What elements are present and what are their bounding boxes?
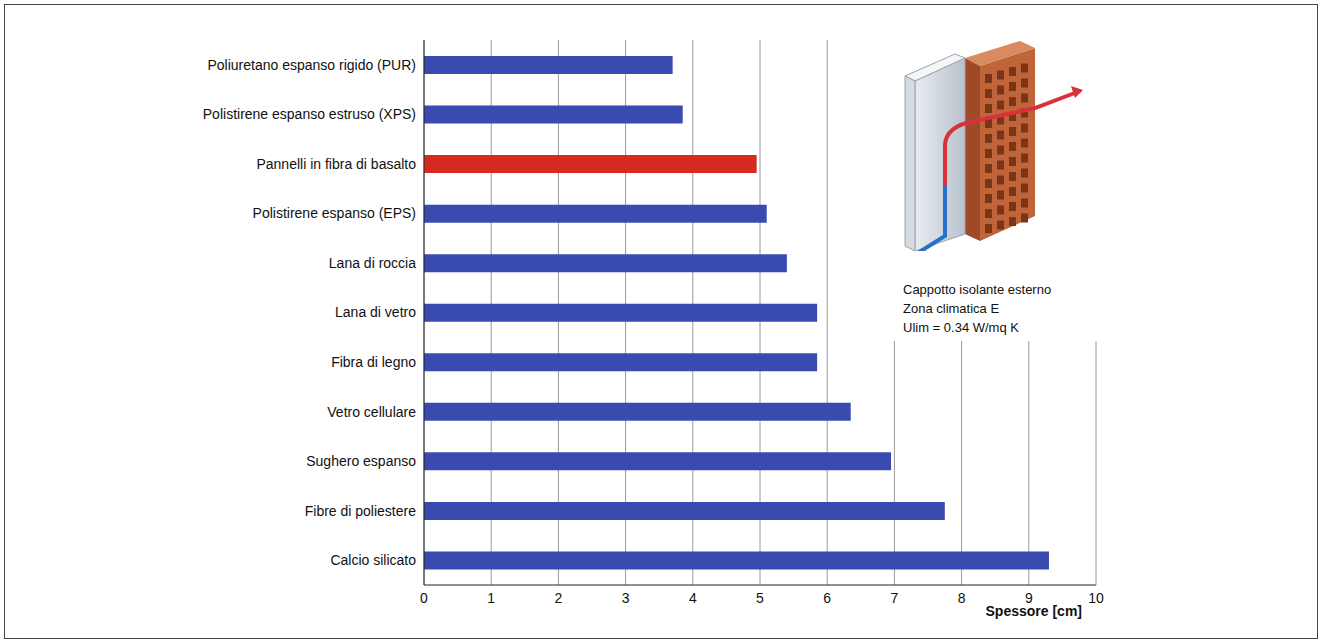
- svg-text:3: 3: [622, 590, 630, 606]
- svg-text:Fibra di legno: Fibra di legno: [331, 354, 416, 370]
- svg-text:1: 1: [487, 590, 495, 606]
- svg-text:4: 4: [689, 590, 697, 606]
- svg-text:Calcio silicato: Calcio silicato: [330, 552, 416, 568]
- svg-text:Lana di vetro: Lana di vetro: [335, 304, 416, 320]
- svg-text:2: 2: [555, 590, 563, 606]
- svg-text:Pannelli in fibra di basalto: Pannelli in fibra di basalto: [256, 156, 416, 172]
- html-text:Zona climatica E: Zona climatica E: [903, 301, 1000, 316]
- svg-text:Fibre di poliestere: Fibre di poliestere: [305, 503, 416, 519]
- svg-text:9: 9: [1024, 589, 1033, 606]
- svg-text:10: 10: [1088, 590, 1104, 606]
- svg-text:6: 6: [823, 590, 831, 606]
- html-text:Cappotto isolante esterno: Cappotto isolante esterno: [903, 282, 1052, 297]
- svg-text:7: 7: [891, 590, 899, 606]
- svg-text:Polistirene espanso (EPS): Polistirene espanso (EPS): [253, 205, 416, 221]
- svg-text:Vetro cellulare: Vetro cellulare: [327, 404, 416, 420]
- svg-text:Poliuretano espanso rigido (PU: Poliuretano espanso rigido (PUR): [207, 57, 416, 73]
- svg-text:5: 5: [756, 590, 764, 606]
- svg-text:Sughero espanso: Sughero espanso: [306, 453, 416, 469]
- html-text:Ulim = 0.34 W/mq K: Ulim = 0.34 W/mq K: [903, 320, 1019, 335]
- svg-text:Spessore [cm]: Spessore [cm]: [986, 603, 1082, 619]
- svg-text:Polistirene espanso estruso (X: Polistirene espanso estruso (XPS): [203, 106, 416, 122]
- svg-text:0: 0: [420, 590, 428, 606]
- svg-text:8: 8: [958, 590, 966, 606]
- svg-text:Lana di roccia: Lana di roccia: [329, 255, 416, 271]
